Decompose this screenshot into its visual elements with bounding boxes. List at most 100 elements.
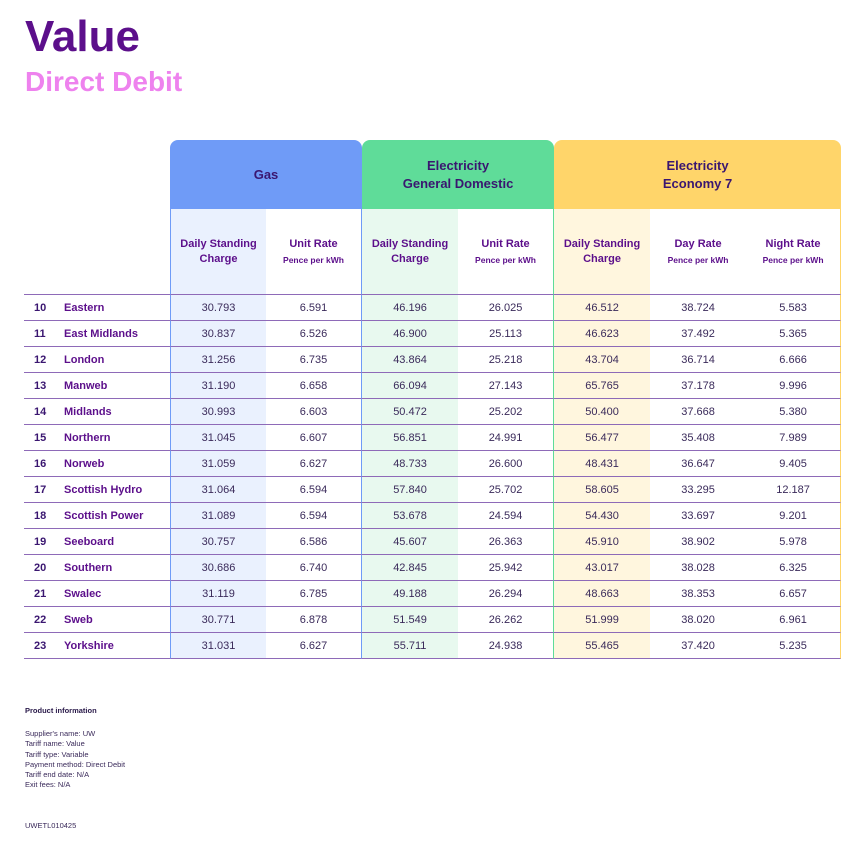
e7-day-rate: 37.420	[650, 632, 747, 659]
gas-standing-charge: 30.771	[170, 606, 266, 632]
gas-standing-charge: 30.993	[170, 398, 266, 424]
region-name: Swalec	[64, 580, 170, 606]
elec-unit-rate: 24.938	[458, 632, 555, 659]
e7-standing-charge: 50.400	[554, 398, 651, 424]
table-row: 12 London 31.256 6.735 43.864 25.218 43.704 36.…	[24, 346, 842, 372]
e7-night-rate: 9.996	[746, 372, 842, 398]
document-code: UWETL010425	[25, 821, 77, 830]
table-row: 13 Manweb 31.190 6.658 66.094 27.143 65.765 37.…	[24, 372, 842, 398]
gas-unit-rate: 6.607	[266, 424, 363, 450]
table-row: 23 Yorkshire 31.031 6.627 55.711 24.938 55.465…	[24, 632, 842, 659]
product-info-line: Exit fees: N/A	[25, 780, 71, 790]
gas-unit-rate-header: Unit Rate Pence per kWh	[266, 209, 363, 294]
elec-unit-rate: 25.702	[458, 476, 555, 502]
e7-night-rate: 6.325	[746, 554, 842, 580]
e7-standing-charge: 48.431	[554, 450, 651, 476]
gas-unit-rate: 6.878	[266, 606, 363, 632]
gas-unit-rate: 6.627	[266, 450, 363, 476]
region-name: Yorkshire	[64, 632, 170, 659]
region-number: 16	[24, 450, 64, 476]
elec-standing-charge: 53.678	[362, 502, 459, 528]
e7-night-rate: 7.989	[746, 424, 842, 450]
gas-standing-charge: 31.256	[170, 346, 266, 372]
product-info-line: Tariff name: Value	[25, 739, 85, 749]
gas-standing-charge: 31.089	[170, 502, 266, 528]
table-row: 17 Scottish Hydro 31.064 6.594 57.840 25.702 5…	[24, 476, 842, 502]
gas-standing-charge: 30.686	[170, 554, 266, 580]
table-row: 22 Sweb 30.771 6.878 51.549 26.262 51.999 38.02…	[24, 606, 842, 632]
e7-standing-charge: 48.663	[554, 580, 651, 606]
elec-standing-charge: 56.851	[362, 424, 459, 450]
gas-unit-rate: 6.735	[266, 346, 363, 372]
region-number: 21	[24, 580, 64, 606]
table-row: 20 Southern 30.686 6.740 42.845 25.942 43.017 3…	[24, 554, 842, 580]
table-row: 19 Seeboard 30.757 6.586 45.607 26.363 45.910 3…	[24, 528, 842, 554]
region-name: East Midlands	[64, 320, 170, 346]
gas-standing-charge: 31.119	[170, 580, 266, 606]
e7-day-rate: 38.020	[650, 606, 747, 632]
elec-unit-rate: 26.025	[458, 294, 555, 320]
region-name: Scottish Hydro	[64, 476, 170, 502]
e7-day-rate-header: Day Rate Pence per kWh	[650, 209, 747, 294]
region-number: 22	[24, 606, 64, 632]
product-info-list: Supplier's name: UW Tariff name: Value T…	[25, 729, 125, 791]
region-name: Sweb	[64, 606, 170, 632]
e7-standing-charge: 46.512	[554, 294, 651, 320]
gas-unit-rate: 6.526	[266, 320, 363, 346]
table-row: 15 Northern 31.045 6.607 56.851 24.991 56.477 3…	[24, 424, 842, 450]
elec-standing-charge: 43.864	[362, 346, 459, 372]
e7-standing-charge: 43.017	[554, 554, 651, 580]
e7-day-rate: 38.353	[650, 580, 747, 606]
elec-standing-charge: 45.607	[362, 528, 459, 554]
gas-standing-charge: 31.059	[170, 450, 266, 476]
table-row: 11 East Midlands 30.837 6.526 46.900 25.113 46…	[24, 320, 842, 346]
table-row: 10 Eastern 30.793 6.591 46.196 26.025 46.512 38…	[24, 294, 842, 320]
e7-night-rate: 5.978	[746, 528, 842, 554]
region-number: 19	[24, 528, 64, 554]
gas-group-header: Gas	[170, 140, 363, 209]
elec-unit-rate: 26.363	[458, 528, 555, 554]
e7-night-rate: 5.235	[746, 632, 842, 659]
e7-night-rate: 6.666	[746, 346, 842, 372]
region-number: 11	[24, 320, 64, 346]
tariff-rates-table: Gas Electricity General Domestic Electri…	[24, 140, 842, 659]
e7-day-rate: 37.668	[650, 398, 747, 424]
gas-unit-rate: 6.658	[266, 372, 363, 398]
e7-standing-charge-header: Daily Standing Charge	[554, 209, 651, 294]
region-name: Eastern	[64, 294, 170, 320]
economy7-group-header: Electricity Economy 7	[554, 140, 842, 209]
elec-standing-charge: 48.733	[362, 450, 459, 476]
elec-unit-rate: 25.113	[458, 320, 555, 346]
elec-unit-rate: 25.218	[458, 346, 555, 372]
region-number: 23	[24, 632, 64, 659]
gas-standing-charge: 31.045	[170, 424, 266, 450]
elec-unit-rate: 26.294	[458, 580, 555, 606]
region-number: 15	[24, 424, 64, 450]
gas-standing-charge: 31.064	[170, 476, 266, 502]
e7-standing-charge: 45.910	[554, 528, 651, 554]
e7-night-rate: 6.961	[746, 606, 842, 632]
gas-unit-rate: 6.591	[266, 294, 363, 320]
product-info-line: Supplier's name: UW	[25, 729, 96, 738]
elec-standing-charge: 46.196	[362, 294, 459, 320]
e7-standing-charge: 54.430	[554, 502, 651, 528]
region-number: 20	[24, 554, 64, 580]
e7-standing-charge: 46.623	[554, 320, 651, 346]
region-number: 13	[24, 372, 64, 398]
region-name: Manweb	[64, 372, 170, 398]
page-title: Value	[25, 12, 140, 61]
gas-unit-rate: 6.586	[266, 528, 363, 554]
product-info-line: Payment method: Direct Debit	[25, 759, 126, 769]
region-name: Southern	[64, 554, 170, 580]
gas-standing-charge: 30.757	[170, 528, 266, 554]
gas-unit-rate: 6.594	[266, 502, 363, 528]
e7-standing-charge: 56.477	[554, 424, 651, 450]
product-info-line: Tariff end date: N/A	[25, 770, 90, 780]
elec-standing-charge: 42.845	[362, 554, 459, 580]
e7-day-rate: 36.714	[650, 346, 747, 372]
electricity-group-header: Electricity General Domestic	[362, 140, 555, 209]
e7-standing-charge: 58.605	[554, 476, 651, 502]
e7-night-rate: 6.657	[746, 580, 842, 606]
region-name: Northern	[64, 424, 170, 450]
e7-day-rate: 38.028	[650, 554, 747, 580]
